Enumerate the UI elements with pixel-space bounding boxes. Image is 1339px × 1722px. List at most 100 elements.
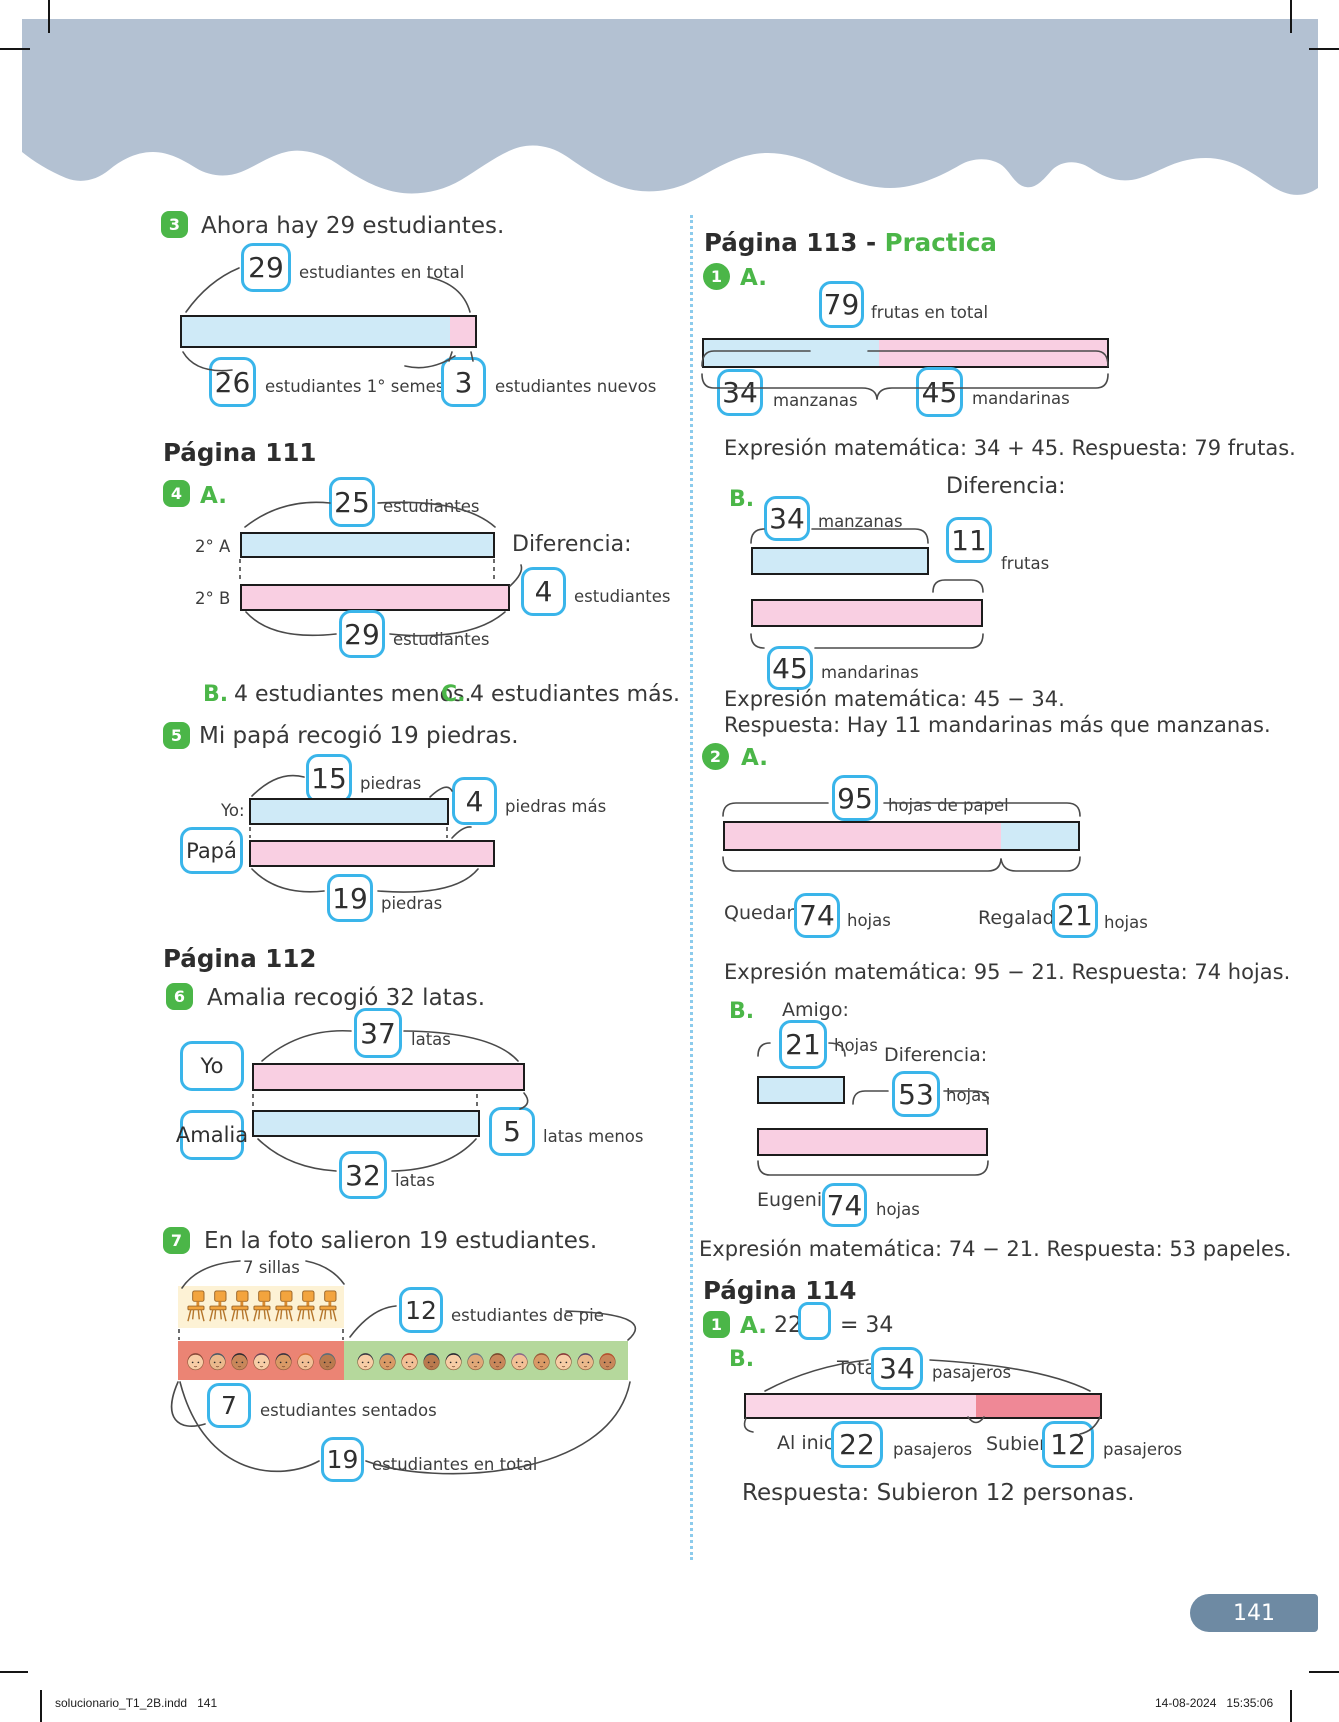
value-box-11: 11	[946, 517, 992, 563]
label-2b: 2° B	[195, 589, 231, 608]
value-box-21b: 21	[779, 1020, 827, 1069]
heading-pagina-114: Página 114	[703, 1276, 857, 1305]
crop-mark	[1290, 0, 1292, 33]
label-manzanas-b: manzanas	[818, 512, 903, 531]
item3-title: Ahora hay 29 estudiantes.	[201, 213, 505, 239]
value-box-74: 74	[794, 893, 840, 938]
label-estudiantes-pie: estudiantes de pie	[451, 1306, 604, 1325]
student-face-icon	[466, 1352, 484, 1370]
student-face-icon	[510, 1352, 528, 1370]
name-box-papa: Papá	[180, 827, 243, 874]
label-pasajeros-subieron: pasajeros	[1103, 1440, 1183, 1459]
value-box-5-menos: 5	[489, 1107, 535, 1156]
item1-a-label: A.	[740, 265, 767, 291]
item-badge-2: 2	[702, 743, 729, 770]
heading-113-text: Página 113 -	[704, 228, 885, 257]
heading-pagina-112: Página 112	[163, 944, 317, 973]
chair-icon	[208, 1290, 227, 1322]
value-box-12-pie: 12	[399, 1287, 443, 1333]
chair-icon	[252, 1290, 271, 1322]
student-face-icon	[252, 1352, 270, 1370]
item1-b-answer-1: Expresión matemática: 45 − 34.	[724, 687, 1065, 711]
value-box-45b: 45	[767, 646, 813, 690]
label-eugenio: Eugenio:	[757, 1189, 841, 1211]
bar-segment-mandarinas	[879, 340, 1107, 366]
label-hojas-74: hojas	[847, 911, 891, 930]
chair-icon	[230, 1290, 249, 1322]
value-box-15: 15	[306, 754, 352, 803]
value-box-22: 22	[831, 1421, 883, 1468]
value-box-34b: 34	[764, 496, 810, 541]
item-badge-1: 1	[703, 263, 730, 290]
value-box-74b: 74	[822, 1183, 867, 1227]
tape-bar-mandarinas-b	[751, 599, 983, 627]
tape-bar-2b	[240, 584, 510, 611]
item2-b-label: B.	[729, 999, 755, 1024]
equation-right: = 34	[840, 1313, 894, 1338]
label-1-semestre: estudiantes 1° semestre	[265, 377, 468, 396]
name-box-yo: Yo	[180, 1041, 244, 1091]
standing-students-illustration	[344, 1341, 628, 1380]
student-face-icon	[598, 1352, 616, 1370]
label-estudiantes-nuevos: estudiantes nuevos	[495, 377, 657, 396]
bar-segment-manzanas	[704, 340, 879, 366]
value-box-95: 95	[832, 775, 878, 821]
label-estudiantes-en-total: estudiantes en total	[372, 1455, 538, 1474]
student-face-icon	[532, 1352, 550, 1370]
value-box-7-sentados: 7	[207, 1383, 251, 1428]
item2-b-answer: Expresión matemática: 74 − 21. Respuesta…	[699, 1237, 1292, 1261]
label-yo: Yo:	[221, 801, 245, 820]
item2-diferencia-title: Diferencia:	[884, 1044, 988, 1066]
item1-b-label: B.	[729, 487, 755, 512]
label-manzanas: manzanas	[773, 391, 858, 410]
value-box-37: 37	[354, 1008, 402, 1058]
student-face-icon	[186, 1352, 204, 1370]
item1-b-answer-2: Respuesta: Hay 11 mandarinas más que man…	[724, 713, 1271, 737]
seated-students-illustration	[178, 1341, 344, 1380]
label-frutas-total: frutas en total	[871, 303, 989, 322]
equation-empty-box	[798, 1302, 831, 1340]
value-box-32: 32	[339, 1151, 387, 1199]
value-box-34: 34	[717, 369, 763, 416]
item-badge-7: 7	[163, 1227, 190, 1254]
value-box-12b: 12	[1042, 1421, 1094, 1468]
crop-mark	[0, 1671, 28, 1673]
tape-bar-papa	[249, 840, 495, 867]
tape-bar-yo	[249, 798, 449, 825]
crop-mark	[0, 48, 30, 50]
tape-bar-amigo	[757, 1076, 845, 1104]
header-wave-band	[22, 19, 1318, 195]
bar-segment-quedaron	[725, 823, 1001, 849]
heading-pagina-111: Página 111	[163, 438, 317, 467]
value-box-45: 45	[916, 367, 963, 417]
crop-mark	[40, 1690, 42, 1722]
label-hojas-74b: hojas	[876, 1200, 920, 1219]
label-frutas-11: frutas	[1001, 554, 1050, 573]
chairs-row-illustration	[178, 1286, 344, 1328]
label-estudiantes-total: estudiantes en total	[299, 263, 465, 282]
footer-filename: solucionario_T1_2B.indd 141	[55, 1696, 218, 1710]
item4-c-text: 4 estudiantes más.	[470, 682, 681, 707]
footer-time: 15:35:06	[1226, 1696, 1274, 1710]
item-badge-3: 3	[161, 211, 188, 238]
tape-bar-yo-latas	[252, 1063, 525, 1091]
crop-mark	[1309, 48, 1339, 50]
student-face-icon	[230, 1352, 248, 1370]
item4-diferencia-title: Diferencia:	[512, 532, 632, 557]
label-amigo: Amigo:	[782, 999, 849, 1021]
tape-bar-pasajeros	[744, 1393, 1102, 1419]
tape-bar-hojas	[723, 821, 1080, 851]
student-face-icon	[274, 1352, 292, 1370]
student-face-icon	[554, 1352, 572, 1370]
label-piedras-19: piedras	[381, 894, 443, 913]
crop-mark	[1290, 1690, 1292, 1722]
chair-icon	[186, 1290, 205, 1322]
item-badge-5: 5	[163, 722, 190, 749]
student-face-icon	[296, 1352, 314, 1370]
label-hojas-21: hojas	[1104, 913, 1148, 932]
value-box-21: 21	[1052, 893, 1098, 938]
label-hojas-53: hojas	[946, 1086, 990, 1105]
crop-mark	[1309, 1671, 1339, 1673]
label-estudiantes-diff: estudiantes	[574, 587, 671, 606]
